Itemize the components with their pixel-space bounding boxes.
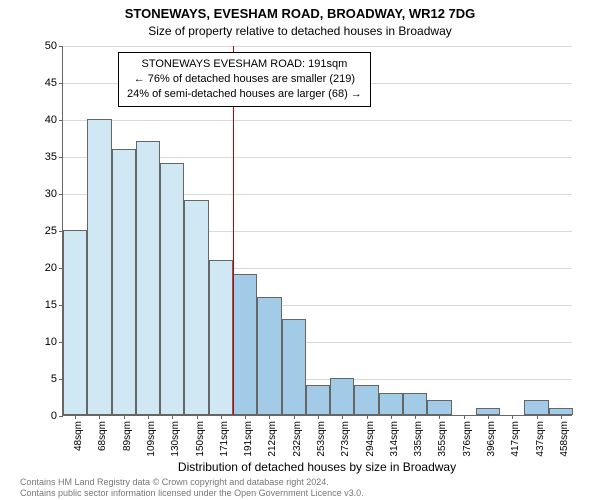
histogram-bar (403, 393, 427, 415)
annotation-box: STONEWAYS EVESHAM ROAD: 191sqm← 76% of d… (118, 52, 371, 107)
x-tick-label: 130sqm (170, 421, 181, 457)
histogram-bar (476, 408, 500, 415)
x-tick-label: 376sqm (462, 421, 473, 457)
x-tick-label: 437sqm (535, 421, 546, 457)
x-tick-label: 89sqm (122, 421, 133, 451)
x-tick-label: 335sqm (413, 421, 424, 457)
x-tick-label: 396sqm (486, 421, 497, 457)
footer-attribution: Contains HM Land Registry data © Crown c… (20, 477, 364, 500)
x-tick-label: 68sqm (97, 421, 108, 451)
x-tick-label: 232sqm (292, 421, 303, 457)
y-tick-label: 25 (45, 225, 57, 237)
x-tick-label: 253sqm (316, 421, 327, 457)
chart-plot-area: 0510152025303540455048sqm68sqm89sqm109sq… (62, 46, 572, 416)
y-tick-label: 0 (51, 410, 57, 422)
x-tick-label: 191sqm (243, 421, 254, 457)
histogram-bar (549, 408, 573, 415)
annotation-line-3: 24% of semi-detached houses are larger (… (127, 87, 362, 102)
x-tick-label: 417sqm (510, 421, 521, 457)
histogram-bar (184, 200, 208, 415)
y-tick-label: 35 (45, 151, 57, 163)
histogram-bar (209, 260, 233, 415)
x-tick-label: 171sqm (219, 421, 230, 457)
x-tick-label: 458sqm (559, 421, 570, 457)
histogram-bar (87, 119, 111, 415)
footer-line-1: Contains HM Land Registry data © Crown c… (20, 477, 364, 488)
footer-line-2: Contains public sector information licen… (20, 488, 364, 499)
x-tick-label: 109sqm (146, 421, 157, 457)
y-tick-label: 15 (45, 299, 57, 311)
y-tick-label: 30 (45, 188, 57, 200)
histogram-bar (524, 400, 548, 415)
x-tick-label: 212sqm (267, 421, 278, 457)
histogram-bar (330, 378, 354, 415)
x-tick-label: 273sqm (340, 421, 351, 457)
annotation-line-1: STONEWAYS EVESHAM ROAD: 191sqm (127, 57, 362, 72)
histogram-bar (136, 141, 160, 415)
chart-title-main: STONEWAYS, EVESHAM ROAD, BROADWAY, WR12 … (0, 6, 600, 21)
chart-title-sub: Size of property relative to detached ho… (0, 24, 600, 38)
histogram-bar (354, 385, 378, 415)
histogram-bar (112, 149, 136, 415)
histogram-bar (160, 163, 184, 415)
histogram-bar (257, 297, 281, 415)
annotation-line-2: ← 76% of detached houses are smaller (21… (127, 72, 362, 87)
y-tick-label: 5 (51, 373, 57, 385)
x-axis-label: Distribution of detached houses by size … (62, 460, 572, 474)
histogram-bar (306, 385, 330, 415)
y-tick-label: 50 (45, 40, 57, 52)
x-tick-label: 314sqm (389, 421, 400, 457)
histogram-bar (379, 393, 403, 415)
x-tick-label: 48sqm (73, 421, 84, 451)
histogram-bar (282, 319, 306, 415)
histogram-bar (427, 400, 451, 415)
y-tick-label: 10 (45, 336, 57, 348)
y-tick-label: 20 (45, 262, 57, 274)
y-tick-label: 40 (45, 114, 57, 126)
x-tick-label: 355sqm (437, 421, 448, 457)
x-tick-label: 294sqm (365, 421, 376, 457)
histogram-bar (63, 230, 87, 415)
histogram-bar (233, 274, 257, 415)
y-tick-label: 45 (45, 77, 57, 89)
x-tick-label: 150sqm (195, 421, 206, 457)
